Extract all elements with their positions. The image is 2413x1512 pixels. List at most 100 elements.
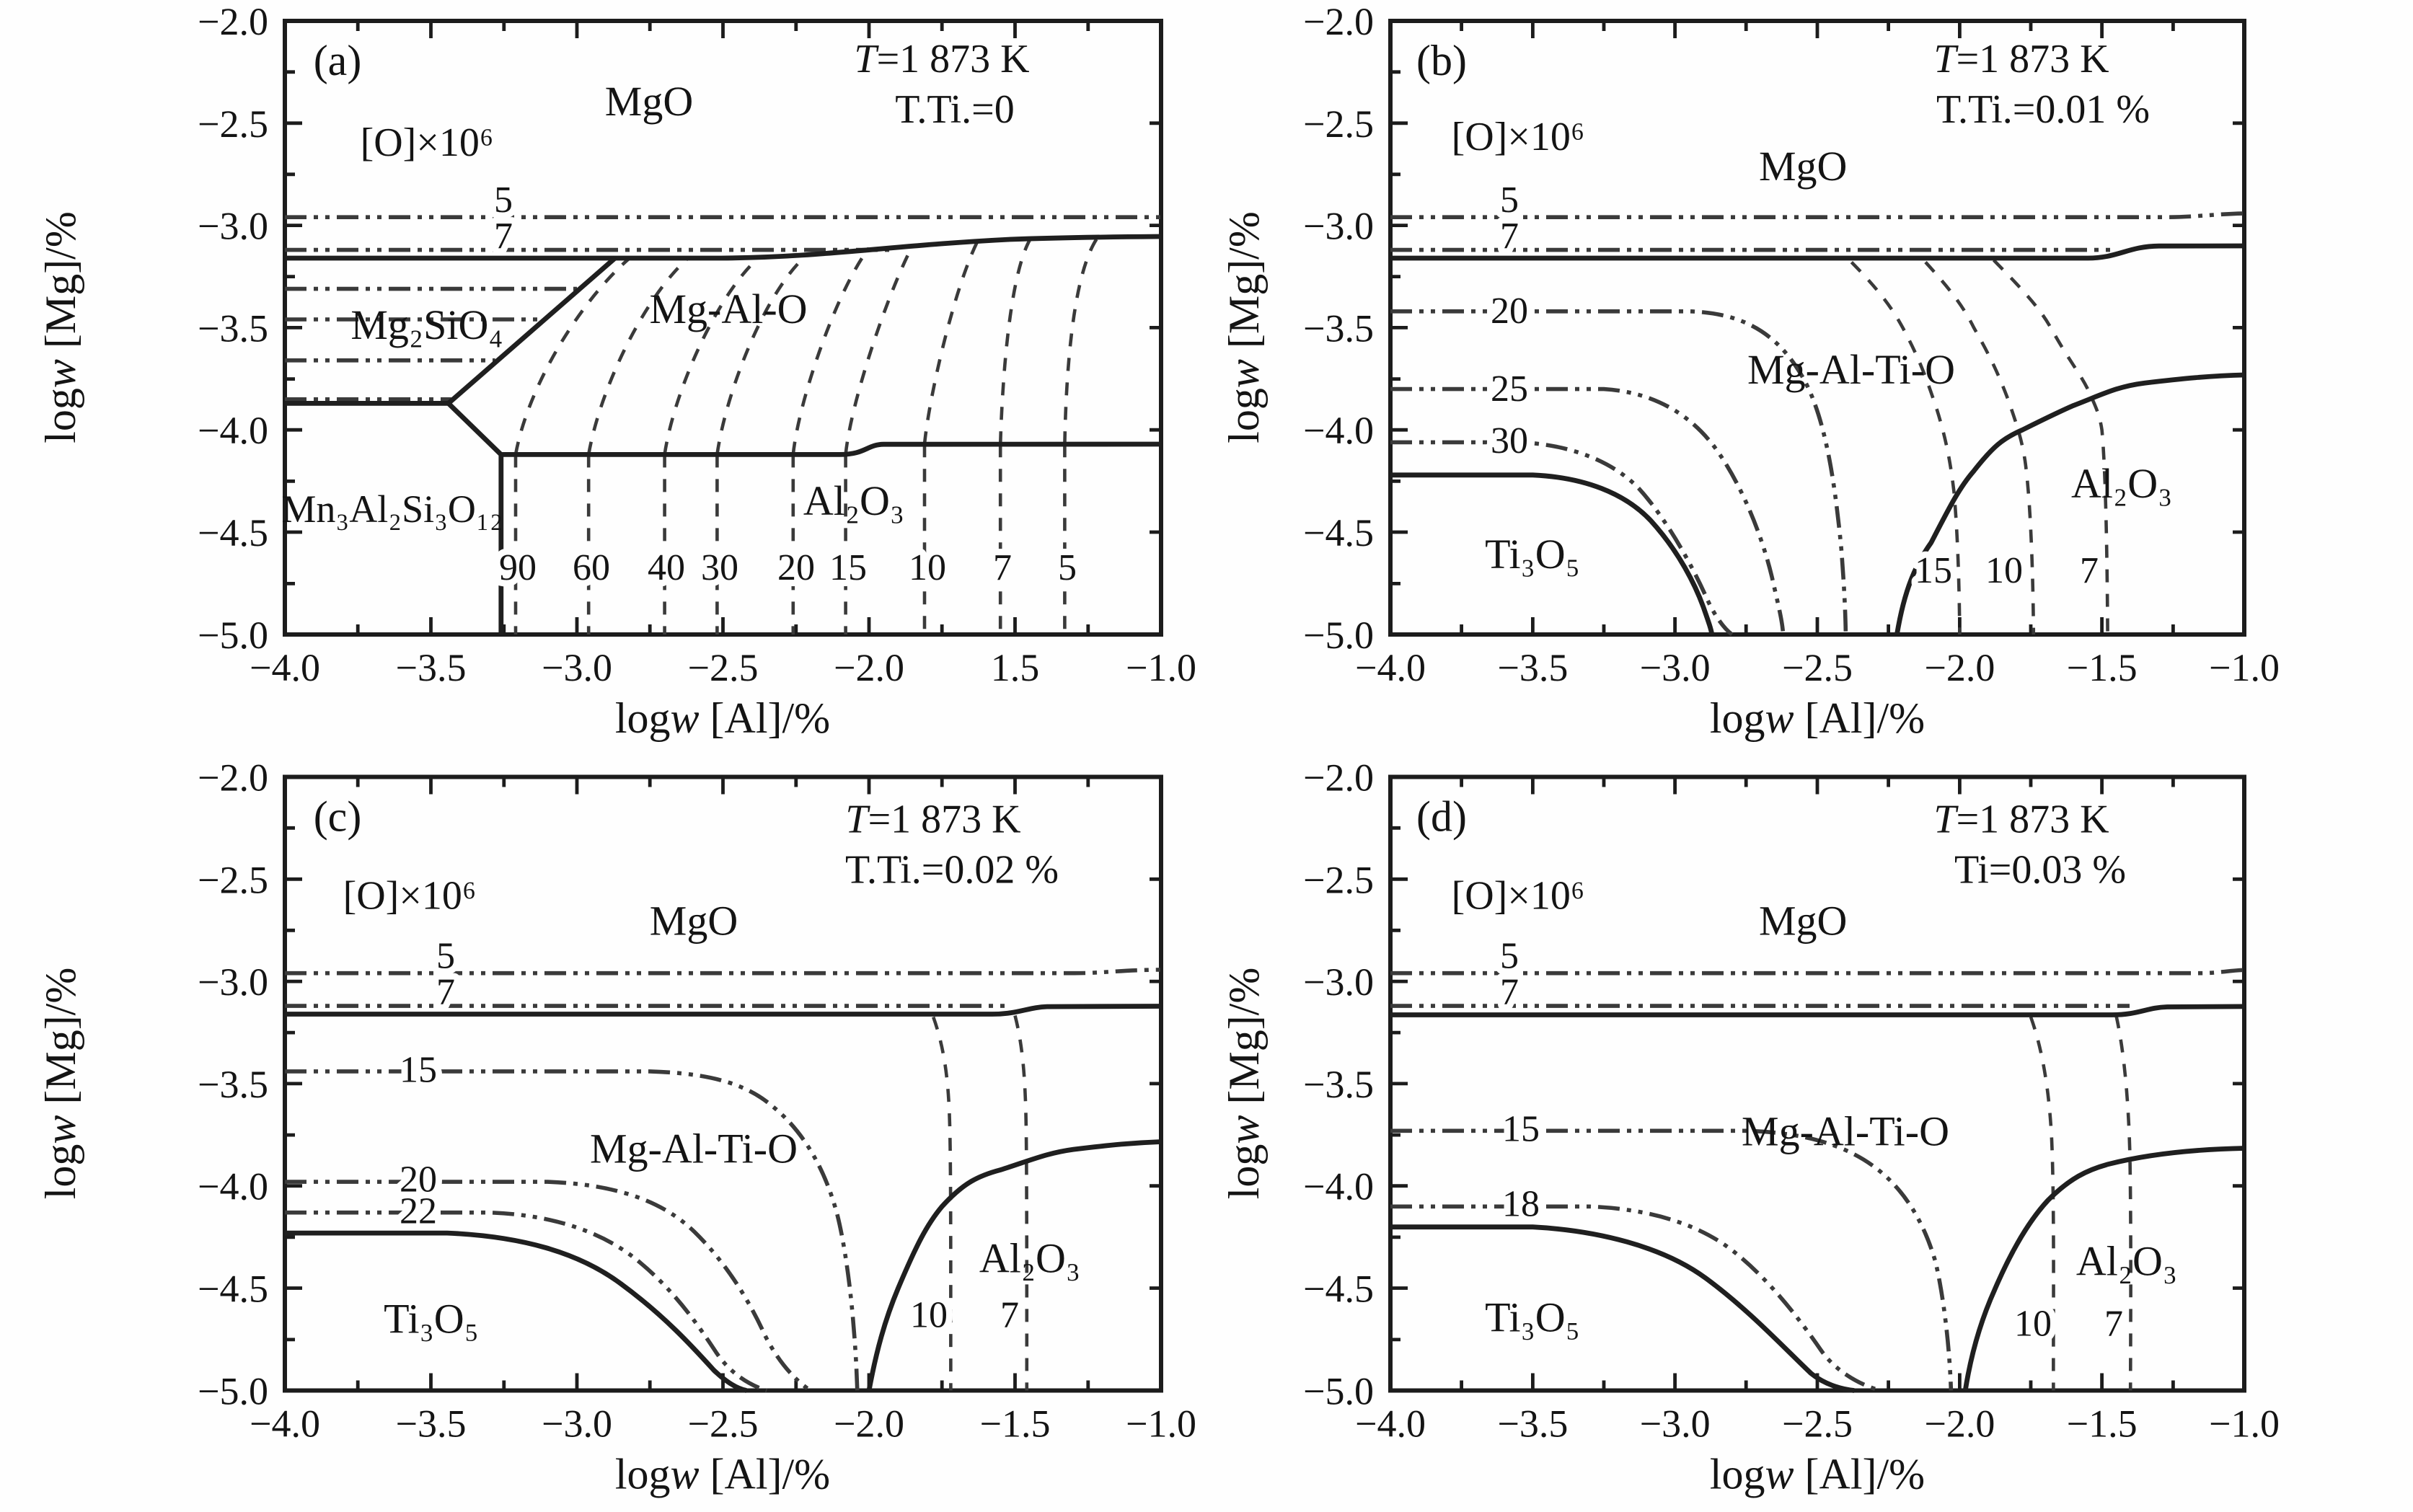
y-axis-title: logw [Mg]/%	[1220, 211, 1268, 443]
x-tick-label: −4.0	[250, 1402, 320, 1446]
y-tick-label: −5.0	[198, 1370, 268, 1413]
temperature-value: =1 873 K	[868, 797, 1021, 842]
contour-verticals	[513, 444, 1067, 635]
x-minor-ticks-top	[356, 777, 1090, 787]
x-tick-label: −1.5	[2067, 646, 2138, 689]
contour-18-curve	[1390, 1204, 1881, 1393]
contour-value-label: 90	[499, 547, 537, 588]
y-minor-ticks-left	[285, 70, 295, 585]
contour-value-label: 7	[993, 547, 1012, 588]
contour-15-curve	[844, 244, 914, 455]
x-minor-ticks-bottom	[1460, 624, 2175, 635]
x-tick-label: −3.0	[542, 646, 612, 689]
panel-b: (b) T=1 873 K T.Ti.=0.01 % [O]×10⁶ 5 7 M…	[1206, 0, 2413, 756]
condition-line-2: Ti=0.03 %	[1954, 848, 2126, 893]
y-tick-label: −2.5	[198, 102, 268, 146]
x-tick-label: −3.5	[1497, 1402, 1568, 1446]
y-tick-label: −3.0	[198, 960, 268, 1004]
y-minor-ticks-left	[285, 826, 295, 1342]
contour-20-curve	[1390, 309, 1848, 635]
y-tick-label: −4.5	[1303, 1268, 1374, 1311]
y-tick-label: −3.0	[198, 205, 268, 248]
contour-20-curve	[791, 247, 870, 455]
condition-line-1: T=1 873 K	[1933, 797, 2109, 842]
phase-diagram-b: (b) T=1 873 K T.Ti.=0.01 % [O]×10⁶ 5 7 M…	[1220, 0, 2280, 742]
y-axis-title-pre: log	[1220, 388, 1268, 443]
contour-value-label: 60	[573, 547, 610, 588]
contour-value-label: 15	[400, 1050, 437, 1091]
contour-value-label: 18	[1502, 1184, 1540, 1225]
contour-90-curve	[513, 257, 631, 455]
condition-line-2: T.Ti.=0	[895, 87, 1014, 132]
x-tick-label: −1.0	[2209, 646, 2280, 689]
contour-value-label: 7	[1000, 1295, 1019, 1336]
boundary-al2o3-left	[1894, 372, 2245, 635]
x-tick-label: −3.5	[396, 646, 467, 689]
contour-value-label: 20	[400, 1159, 437, 1201]
contour-value-label: 15	[1502, 1109, 1540, 1150]
panel-corner-label: (a)	[314, 37, 362, 84]
x-major-ticks-top	[283, 777, 1163, 795]
panel-d: (d) T=1 873 K Ti=0.03 % [O]×10⁶ 5 7 MgO …	[1206, 756, 2413, 1512]
y-axis-title-var: w	[37, 359, 84, 388]
region-label-al2o3: Al₂O₃	[2071, 460, 2172, 507]
y-tick-label: −5.0	[1303, 614, 1374, 657]
x-tick-label: −1.5	[980, 1402, 1051, 1446]
region-label-garnet: Mn₃Al₂Si₃O₁₂	[281, 487, 503, 531]
condition-line-1: T=1 873 K	[845, 797, 1020, 842]
x-minor-ticks-bottom	[1460, 1380, 2175, 1391]
contour-7-curve	[2114, 1014, 2132, 1391]
contour-value-label: 5	[1058, 547, 1077, 588]
y-tick-label: −4.0	[1303, 1165, 1374, 1208]
region-label-mg2sio4: Mg₂SiO₄	[350, 301, 503, 348]
x-axis-title-pre: log	[615, 1451, 671, 1498]
y-tick-label: −5.0	[1303, 1370, 1374, 1413]
contour-value-label: 7	[436, 972, 455, 1013]
region-label-al2o3: Al₂O₃	[803, 477, 904, 524]
x-major-ticks-bottom	[1388, 617, 2246, 635]
x-axis-title: logw [Al]/%	[615, 694, 830, 742]
oxygen-scale-label: [O]×10⁶	[1452, 874, 1585, 919]
region-label-ti3o5: Ti₃O₅	[1485, 1294, 1580, 1341]
x-axis-title-pre: log	[1710, 694, 1765, 742]
y-tick-label: −2.0	[1303, 756, 1374, 800]
boundary-ti3o5-upper	[1390, 472, 1715, 635]
x-tick-label: −1.0	[2209, 1402, 2280, 1446]
x-minor-ticks-top	[356, 21, 1090, 31]
panel-c: (c) T=1 873 K T.Ti.=0.02 % [O]×10⁶ 5 7 M…	[0, 756, 1206, 1512]
y-tick-label: −3.0	[1303, 205, 1374, 248]
y-tick-label: −2.5	[1303, 858, 1374, 901]
x-tick-label: −3.0	[542, 1402, 612, 1446]
region-label-mgo: MgO	[650, 898, 738, 945]
temperature-value: =1 873 K	[1957, 37, 2109, 81]
contour-15-curve	[1390, 1128, 1954, 1391]
y-tick-label: −4.0	[198, 409, 268, 452]
y-tick-label: −4.0	[1303, 409, 1374, 452]
phase-diagram-c: (c) T=1 873 K T.Ti.=0.02 % [O]×10⁶ 5 7 M…	[37, 756, 1196, 1498]
contour-20-curve	[285, 1180, 812, 1392]
y-major-ticks-right	[2233, 121, 2244, 534]
region-label-mg-al-ti-o: Mg-Al-Ti-O	[1742, 1108, 1949, 1155]
x-axis-title: logw [Al]/%	[1710, 694, 1925, 742]
boundary-al2o3-left	[866, 1139, 1162, 1392]
region-label-mgo: MgO	[1759, 143, 1847, 190]
x-tick-label: 1.5	[991, 646, 1040, 689]
x-tick-label: −2.0	[1924, 646, 1995, 689]
x-tick-label: −2.5	[688, 1402, 759, 1446]
panel-corner-label: (c)	[314, 793, 362, 841]
x-major-ticks-top	[283, 21, 1163, 38]
contour-value-label: 5	[1500, 180, 1519, 221]
y-tick-label: −3.5	[1303, 306, 1374, 350]
x-tick-label: −2.5	[1782, 1402, 1853, 1446]
condition-line-2: T.Ti.=0.01 %	[1936, 87, 2150, 132]
x-axis-title-pre: log	[615, 694, 671, 742]
y-tick-label: −4.5	[1303, 511, 1374, 554]
phase-diagram-a: (a) T=1 873 K T.Ti.=0 [O]×10⁶ 5 7 MgO Mg…	[37, 0, 1196, 742]
x-axis-title: logw [Al]/%	[615, 1451, 830, 1498]
x-axis-title-var: w	[671, 1451, 700, 1498]
y-tick-label: −2.0	[198, 756, 268, 800]
x-minor-ticks-bottom	[356, 624, 1090, 635]
x-axis-title-var: w	[1765, 694, 1794, 742]
region-label-mgo: MgO	[1759, 898, 1847, 945]
x-minor-ticks-top	[1460, 21, 2175, 31]
